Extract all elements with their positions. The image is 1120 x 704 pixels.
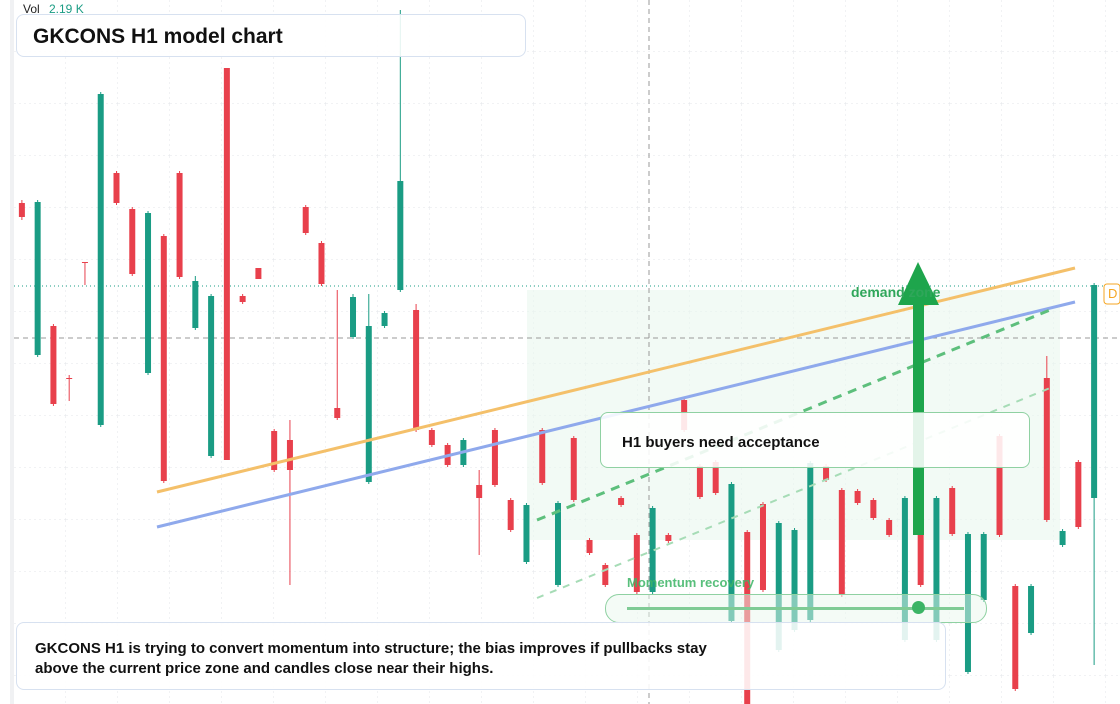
indicator-label: Momentum recovery: [627, 575, 755, 590]
candle-body: [996, 436, 1003, 535]
candle-body: [886, 520, 893, 535]
candle-body: [807, 463, 814, 620]
candle-body: [1012, 586, 1019, 689]
candle-body: [160, 236, 167, 481]
candle-body: [208, 296, 215, 456]
candle-body: [491, 430, 498, 485]
candle-body: [823, 466, 830, 480]
candle-body: [1091, 285, 1098, 498]
candle-body: [696, 466, 703, 497]
candle-body: [476, 485, 483, 498]
candle-body: [66, 378, 73, 379]
candle-body: [980, 534, 987, 600]
candle-body: [539, 430, 546, 483]
candle-body: [507, 500, 514, 530]
candle-body: [223, 68, 230, 460]
candle-body: [129, 209, 136, 274]
candle-body: [586, 540, 593, 553]
candle-body: [775, 523, 782, 650]
indicator-track: [627, 607, 964, 610]
candle-body: [18, 203, 25, 217]
chart-title: GKCONS H1 model chart: [16, 14, 526, 57]
volume-label: Vol: [23, 2, 40, 16]
candle-body: [381, 313, 388, 326]
candle-body: [602, 565, 609, 585]
candle-body: [97, 94, 104, 425]
candle-body: [81, 262, 88, 263]
candle-body: [854, 491, 861, 503]
candle-body: [334, 408, 341, 418]
candle-body: [145, 213, 152, 373]
candle-body: [113, 173, 120, 203]
candle-body: [271, 431, 278, 470]
candle-body: [318, 243, 325, 284]
badge: D: [1108, 286, 1117, 301]
candle-body: [365, 326, 372, 482]
zone-label: demand zone: [851, 284, 941, 300]
candle-body: [1059, 531, 1066, 545]
candle-body: [302, 207, 309, 233]
volume-value: 2.19 K: [49, 2, 84, 16]
target-arrow-head: [898, 262, 939, 305]
note-text: GKCONS H1 is trying to convert momentum …: [35, 640, 707, 677]
candle-body: [728, 484, 735, 621]
note: GKCONS H1 is trying to convert momentum …: [16, 622, 946, 690]
candle-body: [633, 535, 640, 592]
candle-body: [949, 488, 956, 534]
candle-body: [1028, 586, 1035, 633]
candle-body: [712, 462, 719, 493]
candle-body: [255, 268, 262, 279]
candle-body: [176, 173, 183, 277]
candle-body: [1075, 462, 1082, 527]
left-edge: [10, 0, 14, 704]
candle-body: [192, 281, 199, 328]
candle-body: [870, 500, 877, 518]
candle-body: [665, 535, 672, 541]
candle-body: [933, 498, 940, 640]
candle-body: [649, 508, 656, 592]
candle-body: [1043, 378, 1050, 520]
badge-box: [1103, 283, 1120, 305]
candle-body: [50, 326, 57, 404]
candle-body: [286, 440, 293, 470]
candle-body: [34, 202, 41, 355]
callout: H1 buyers need acceptance: [600, 412, 1030, 468]
candle-body: [901, 498, 908, 640]
candle-body: [413, 310, 420, 430]
candle-body: [618, 498, 625, 505]
indicator-knob: [912, 601, 925, 614]
candle-body: [239, 296, 246, 302]
candle-body: [523, 505, 530, 562]
candle-body: [397, 181, 404, 290]
candle-body: [791, 530, 798, 630]
candle-body: [838, 490, 845, 595]
indicator-card: [605, 594, 987, 623]
candle-body: [917, 512, 924, 585]
candle-body: [428, 430, 435, 445]
candle-body: [555, 503, 561, 585]
candle-body: [570, 438, 577, 500]
candle-body: [759, 504, 766, 590]
candle-body: [350, 297, 357, 337]
